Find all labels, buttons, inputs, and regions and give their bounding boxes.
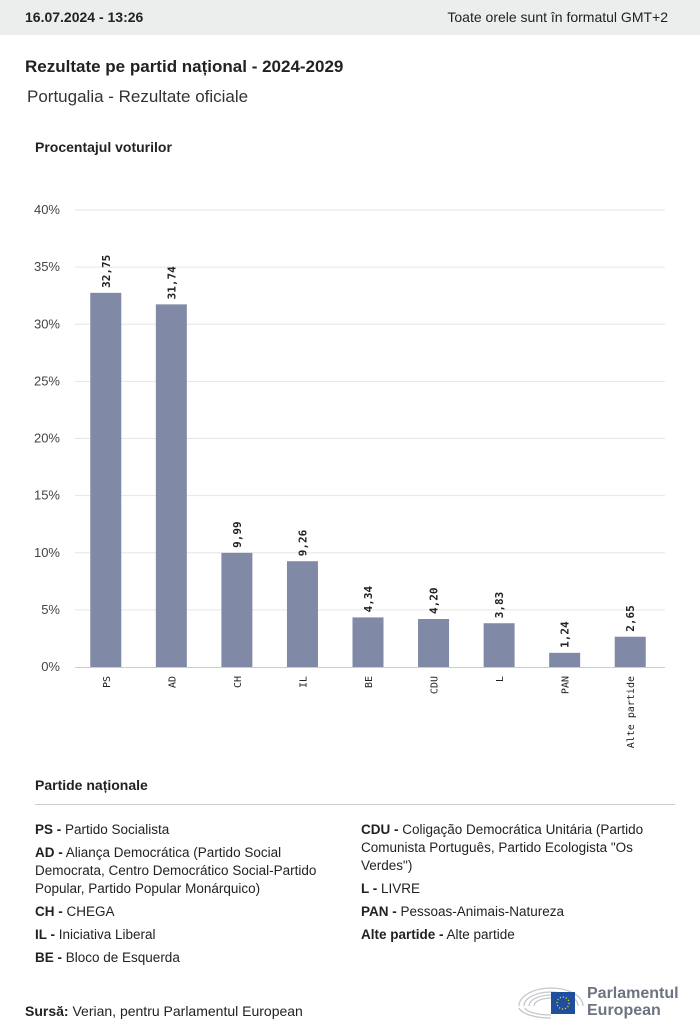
logo-line1: Parlamentul [587, 985, 679, 1002]
bar [418, 619, 450, 667]
legend-name: Iniciativa Liberal [55, 927, 156, 942]
legend-abbr: PAN - [361, 904, 397, 919]
legend-abbr: CDU - [361, 822, 399, 837]
data-label: 3,83 [493, 592, 506, 619]
legend-name: Partido Socialista [61, 822, 170, 837]
bar [221, 552, 253, 667]
y-tick-label: 30% [34, 316, 60, 331]
data-label: 31,74 [165, 266, 178, 299]
bar [90, 292, 122, 667]
data-label: 4,20 [428, 588, 441, 615]
legend-abbr: PS - [35, 822, 62, 837]
bar [614, 636, 646, 667]
legend-item: CH - CHEGA [35, 903, 335, 921]
y-tick-label: 0% [41, 659, 60, 674]
y-tick-label: 15% [34, 488, 60, 503]
data-label: 9,99 [231, 521, 244, 548]
legend-name: CHEGA [62, 904, 115, 919]
legend-item: L - LIVRE [361, 880, 671, 898]
bar [155, 304, 187, 667]
legend-item: PAN - Pessoas-Animais-Natureza [361, 903, 671, 921]
data-label: 32,75 [100, 255, 113, 288]
source: Sursă: Verian, pentru Parlamentul Europe… [25, 1003, 303, 1019]
data-label: 2,65 [624, 605, 637, 632]
x-tick-label: CH [233, 676, 244, 688]
bar [352, 617, 384, 667]
x-tick-label: BE [364, 676, 375, 688]
page-subtitle: Portugalia - Rezultate oficiale [27, 87, 249, 106]
legend-item: CDU - Coligação Democrática Unitária (Pa… [361, 821, 671, 875]
page-title: Rezultate pe partid național - 2024-2029 [25, 57, 344, 76]
y-tick-label: 35% [34, 259, 60, 274]
legend-left-column: PS - Partido Socialista AD - Aliança Demo… [35, 821, 335, 972]
legend-abbr: Alte partide - [361, 927, 444, 942]
legend-abbr: BE - [35, 950, 62, 965]
legend-right-column: CDU - Coligação Democrática Unitária (Pa… [361, 821, 671, 949]
legend-name: Bloco de Esquerda [62, 950, 180, 965]
legend-abbr: L - [361, 881, 378, 896]
data-label: 9,26 [296, 529, 309, 556]
legend-name: LIVRE [377, 881, 421, 896]
legend-name: Aliança Democrática (Partido Social Demo… [35, 845, 317, 896]
legend-item: BE - Bloco de Esquerda [35, 949, 335, 967]
bar [286, 561, 318, 667]
data-label: 4,34 [362, 586, 375, 613]
x-tick-label: Alte partide [626, 676, 637, 748]
x-tick-label: AD [167, 676, 178, 688]
y-axis-label: Procentajul voturilor [35, 139, 172, 155]
legend-name: Coligação Democrática Unitária (Partido … [361, 822, 644, 873]
timezone-note: Toate orele sunt în formatul GMT+2 [447, 9, 668, 25]
legend-divider [35, 804, 675, 805]
top-bar: 16.07.2024 - 13:26 Toate orele sunt în f… [0, 0, 700, 35]
legend-abbr: CH - [35, 904, 63, 919]
legend-title: Partide naționale [35, 777, 148, 793]
legend-abbr: AD - [35, 845, 63, 860]
source-text: Verian, pentru Parlamentul European [72, 1003, 303, 1019]
y-tick-label: 5% [41, 602, 60, 617]
x-tick-label: PS [102, 676, 113, 688]
bar [483, 623, 515, 667]
legend-item: Alte partide - Alte partide [361, 926, 671, 944]
x-tick-label: CDU [430, 676, 441, 694]
y-tick-label: 40% [34, 202, 60, 217]
y-tick-label: 10% [34, 545, 60, 560]
datetime: 16.07.2024 - 13:26 [25, 9, 144, 25]
logo-line2: European [587, 1002, 661, 1019]
y-tick-label: 20% [34, 431, 60, 446]
source-label: Sursă: [25, 1003, 69, 1019]
legend-item: PS - Partido Socialista [35, 821, 335, 839]
bar [549, 652, 581, 667]
legend-item: IL - Iniciativa Liberal [35, 926, 335, 944]
data-label: 1,24 [559, 621, 572, 648]
x-tick-label: IL [298, 676, 309, 688]
bar-chart: 0% 5% 10% 15% 20% 25% 30% 35% 40% 32,75 PS 31,74 AD 9… [34, 202, 665, 748]
legend-name: Pessoas-Animais-Natureza [396, 904, 565, 919]
ep-logo: Parlamentul European [515, 978, 680, 1025]
legend-item: AD - Aliança Democrática (Partido Social… [35, 844, 335, 898]
x-tick-label: L [495, 676, 506, 682]
y-tick-label: 25% [34, 373, 60, 388]
x-tick-label: PAN [561, 676, 572, 694]
legend-name: Alte partide [443, 927, 515, 942]
legend-abbr: IL - [35, 927, 55, 942]
